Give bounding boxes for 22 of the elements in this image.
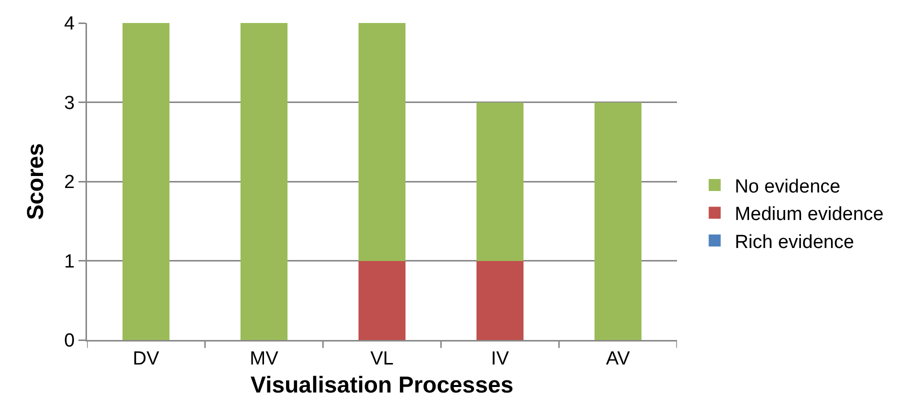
legend-label: Rich evidence: [734, 232, 854, 253]
bar: [594, 102, 642, 340]
x-tick-label: VL: [370, 348, 394, 370]
y-tick-label: 1: [64, 251, 75, 272]
x-axis-title: Visualisation Processes: [250, 372, 514, 398]
bar: [358, 260, 406, 340]
bar: [476, 260, 524, 340]
bar: [240, 23, 288, 340]
bar: [122, 23, 170, 340]
y-tick-label: 0: [64, 330, 75, 352]
legend-label: Medium evidence: [734, 204, 884, 226]
x-tick-label: IV: [491, 348, 510, 370]
bar: [476, 102, 524, 261]
y-tick-label: 2: [64, 172, 75, 194]
x-tick-label: AV: [606, 348, 630, 370]
x-tick-label: MV: [250, 348, 279, 370]
bar: [358, 23, 406, 261]
y-tick-label: 4: [64, 14, 76, 35]
y-tick-label: 3: [64, 92, 75, 114]
legend-label: No evidence: [734, 176, 840, 198]
x-tick-label: DV: [132, 348, 160, 370]
y-axis-title: Scores: [22, 143, 48, 220]
